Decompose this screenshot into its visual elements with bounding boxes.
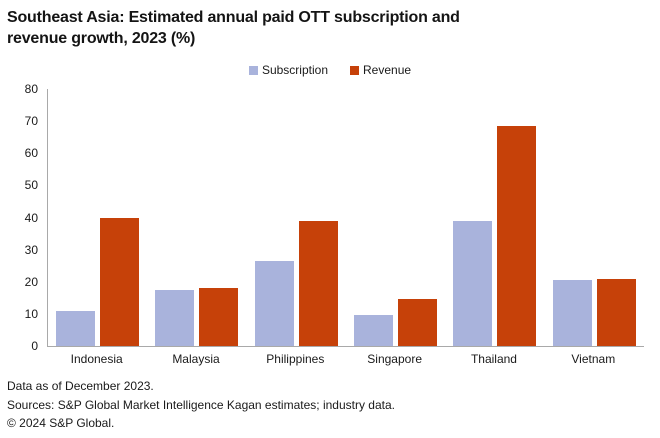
bar-group-indonesia bbox=[48, 89, 147, 346]
subscription-bar-singapore bbox=[354, 315, 394, 346]
legend-swatch-revenue bbox=[350, 65, 359, 75]
legend-item-revenue: Revenue bbox=[350, 63, 411, 77]
legend-swatch-subscription bbox=[248, 65, 258, 75]
subscription-bar-indonesia bbox=[56, 310, 96, 346]
revenue-bar-indonesia bbox=[100, 217, 140, 346]
x-axis-label-thailand: Thailand bbox=[470, 352, 517, 366]
y-axis-tick-label: 40 bbox=[24, 210, 38, 225]
subscription-bar-malaysia bbox=[155, 289, 195, 346]
revenue-bar-malaysia bbox=[199, 288, 239, 346]
revenue-bar-singapore bbox=[398, 299, 438, 346]
x-axis-label-singapore: Singapore bbox=[367, 352, 422, 366]
subscription-bar-philippines bbox=[254, 260, 294, 346]
revenue-bar-vietnam bbox=[596, 278, 636, 346]
x-axis-label-philippines: Philippines bbox=[266, 352, 325, 366]
x-axis-label-indonesia: Indonesia bbox=[70, 352, 123, 366]
subscription-bar-vietnam bbox=[552, 280, 592, 346]
chart-legend: Subscription Revenue bbox=[0, 63, 660, 77]
source-note: Data as of December 2023. Sources: S&P G… bbox=[7, 377, 395, 433]
y-axis-tick-label: 20 bbox=[24, 274, 38, 289]
bar-group-singapore bbox=[346, 89, 445, 346]
subscription-bar-thailand bbox=[453, 220, 493, 346]
legend-item-subscription: Subscription bbox=[248, 63, 328, 77]
footer-sources: Sources: S&P Global Market Intelligence … bbox=[7, 397, 395, 412]
bar-group-malaysia bbox=[147, 89, 246, 346]
chart-title: Southeast Asia: Estimated annual paid OT… bbox=[7, 9, 460, 47]
revenue-bar-thailand bbox=[497, 125, 537, 346]
y-axis-tick-label: 50 bbox=[24, 178, 38, 193]
footer-copyright: © 2024 S&P Global. bbox=[7, 416, 115, 430]
x-axis-labels: Indonesia Malaysia Philippines Singapore Tha… bbox=[47, 352, 643, 366]
legend-label-subscription: Subscription bbox=[261, 63, 328, 77]
y-axis-tick-label: 80 bbox=[24, 82, 38, 96]
bar-group-vietnam bbox=[545, 89, 644, 346]
y-axis-tick-label: 10 bbox=[24, 306, 38, 321]
y-axis-tick-label: 30 bbox=[24, 242, 38, 257]
plot-area bbox=[47, 89, 644, 347]
x-axis-label-vietnam: Vietnam bbox=[571, 352, 616, 366]
y-axis-tick-label: 70 bbox=[24, 114, 38, 129]
bar-group-philippines bbox=[247, 89, 346, 346]
y-axis-tick-label: 60 bbox=[24, 146, 38, 161]
legend-label-revenue: Revenue bbox=[363, 63, 412, 77]
revenue-bar-philippines bbox=[298, 220, 338, 346]
y-axis-tick-label: 0 bbox=[31, 339, 38, 353]
x-axis-label-malaysia: Malaysia bbox=[172, 352, 220, 366]
footer-data-as-of: Data as of December 2023. bbox=[7, 379, 154, 393]
bar-group-thailand bbox=[445, 89, 544, 346]
